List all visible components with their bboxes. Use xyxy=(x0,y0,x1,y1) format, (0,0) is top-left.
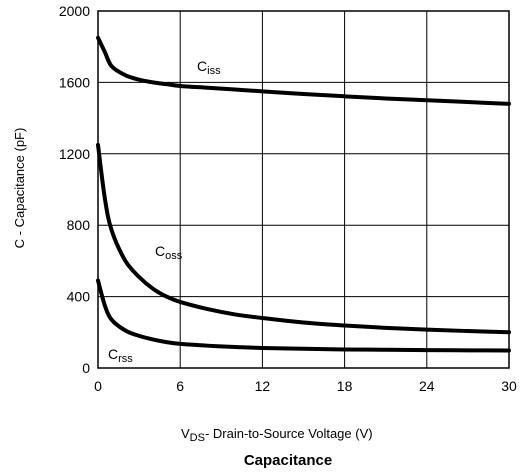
x-tick-label-1: 6 xyxy=(176,378,184,394)
y-tick-label-0: 0 xyxy=(82,360,90,376)
x-tick-label-2: 12 xyxy=(255,378,271,394)
x-tick-labels: 0 6 12 18 24 30 xyxy=(94,378,517,394)
series-curves xyxy=(96,35,511,353)
chart-title: Capacitance xyxy=(244,452,332,469)
x-tick-label-4: 24 xyxy=(419,378,435,394)
series-line-ciss xyxy=(96,35,511,106)
y-tick-label-5: 2000 xyxy=(59,3,90,19)
series-label-crss: Crss xyxy=(108,346,133,365)
y-tick-label-1: 400 xyxy=(67,289,91,305)
x-tick-label-0: 0 xyxy=(94,378,102,394)
grid-lines xyxy=(98,11,509,368)
x-axis-label: VDS- Drain-to-Source Voltage (V) xyxy=(181,426,373,444)
series-line-coss xyxy=(96,142,511,335)
x-tick-label-5: 30 xyxy=(501,378,517,394)
series-label-coss: Coss xyxy=(155,243,183,262)
x-tick-label-3: 18 xyxy=(337,378,353,394)
series-line-crss xyxy=(96,278,511,353)
y-tick-labels: 0 400 800 1200 1600 2000 xyxy=(59,3,90,376)
plot-frame xyxy=(97,10,510,369)
y-tick-label-3: 1200 xyxy=(59,146,90,162)
y-tick-label-2: 800 xyxy=(67,217,91,233)
y-axis-label: C - Capacitance (pF) xyxy=(12,128,27,249)
series-label-ciss: Ciss xyxy=(197,58,221,77)
y-tick-label-4: 1600 xyxy=(59,74,90,90)
